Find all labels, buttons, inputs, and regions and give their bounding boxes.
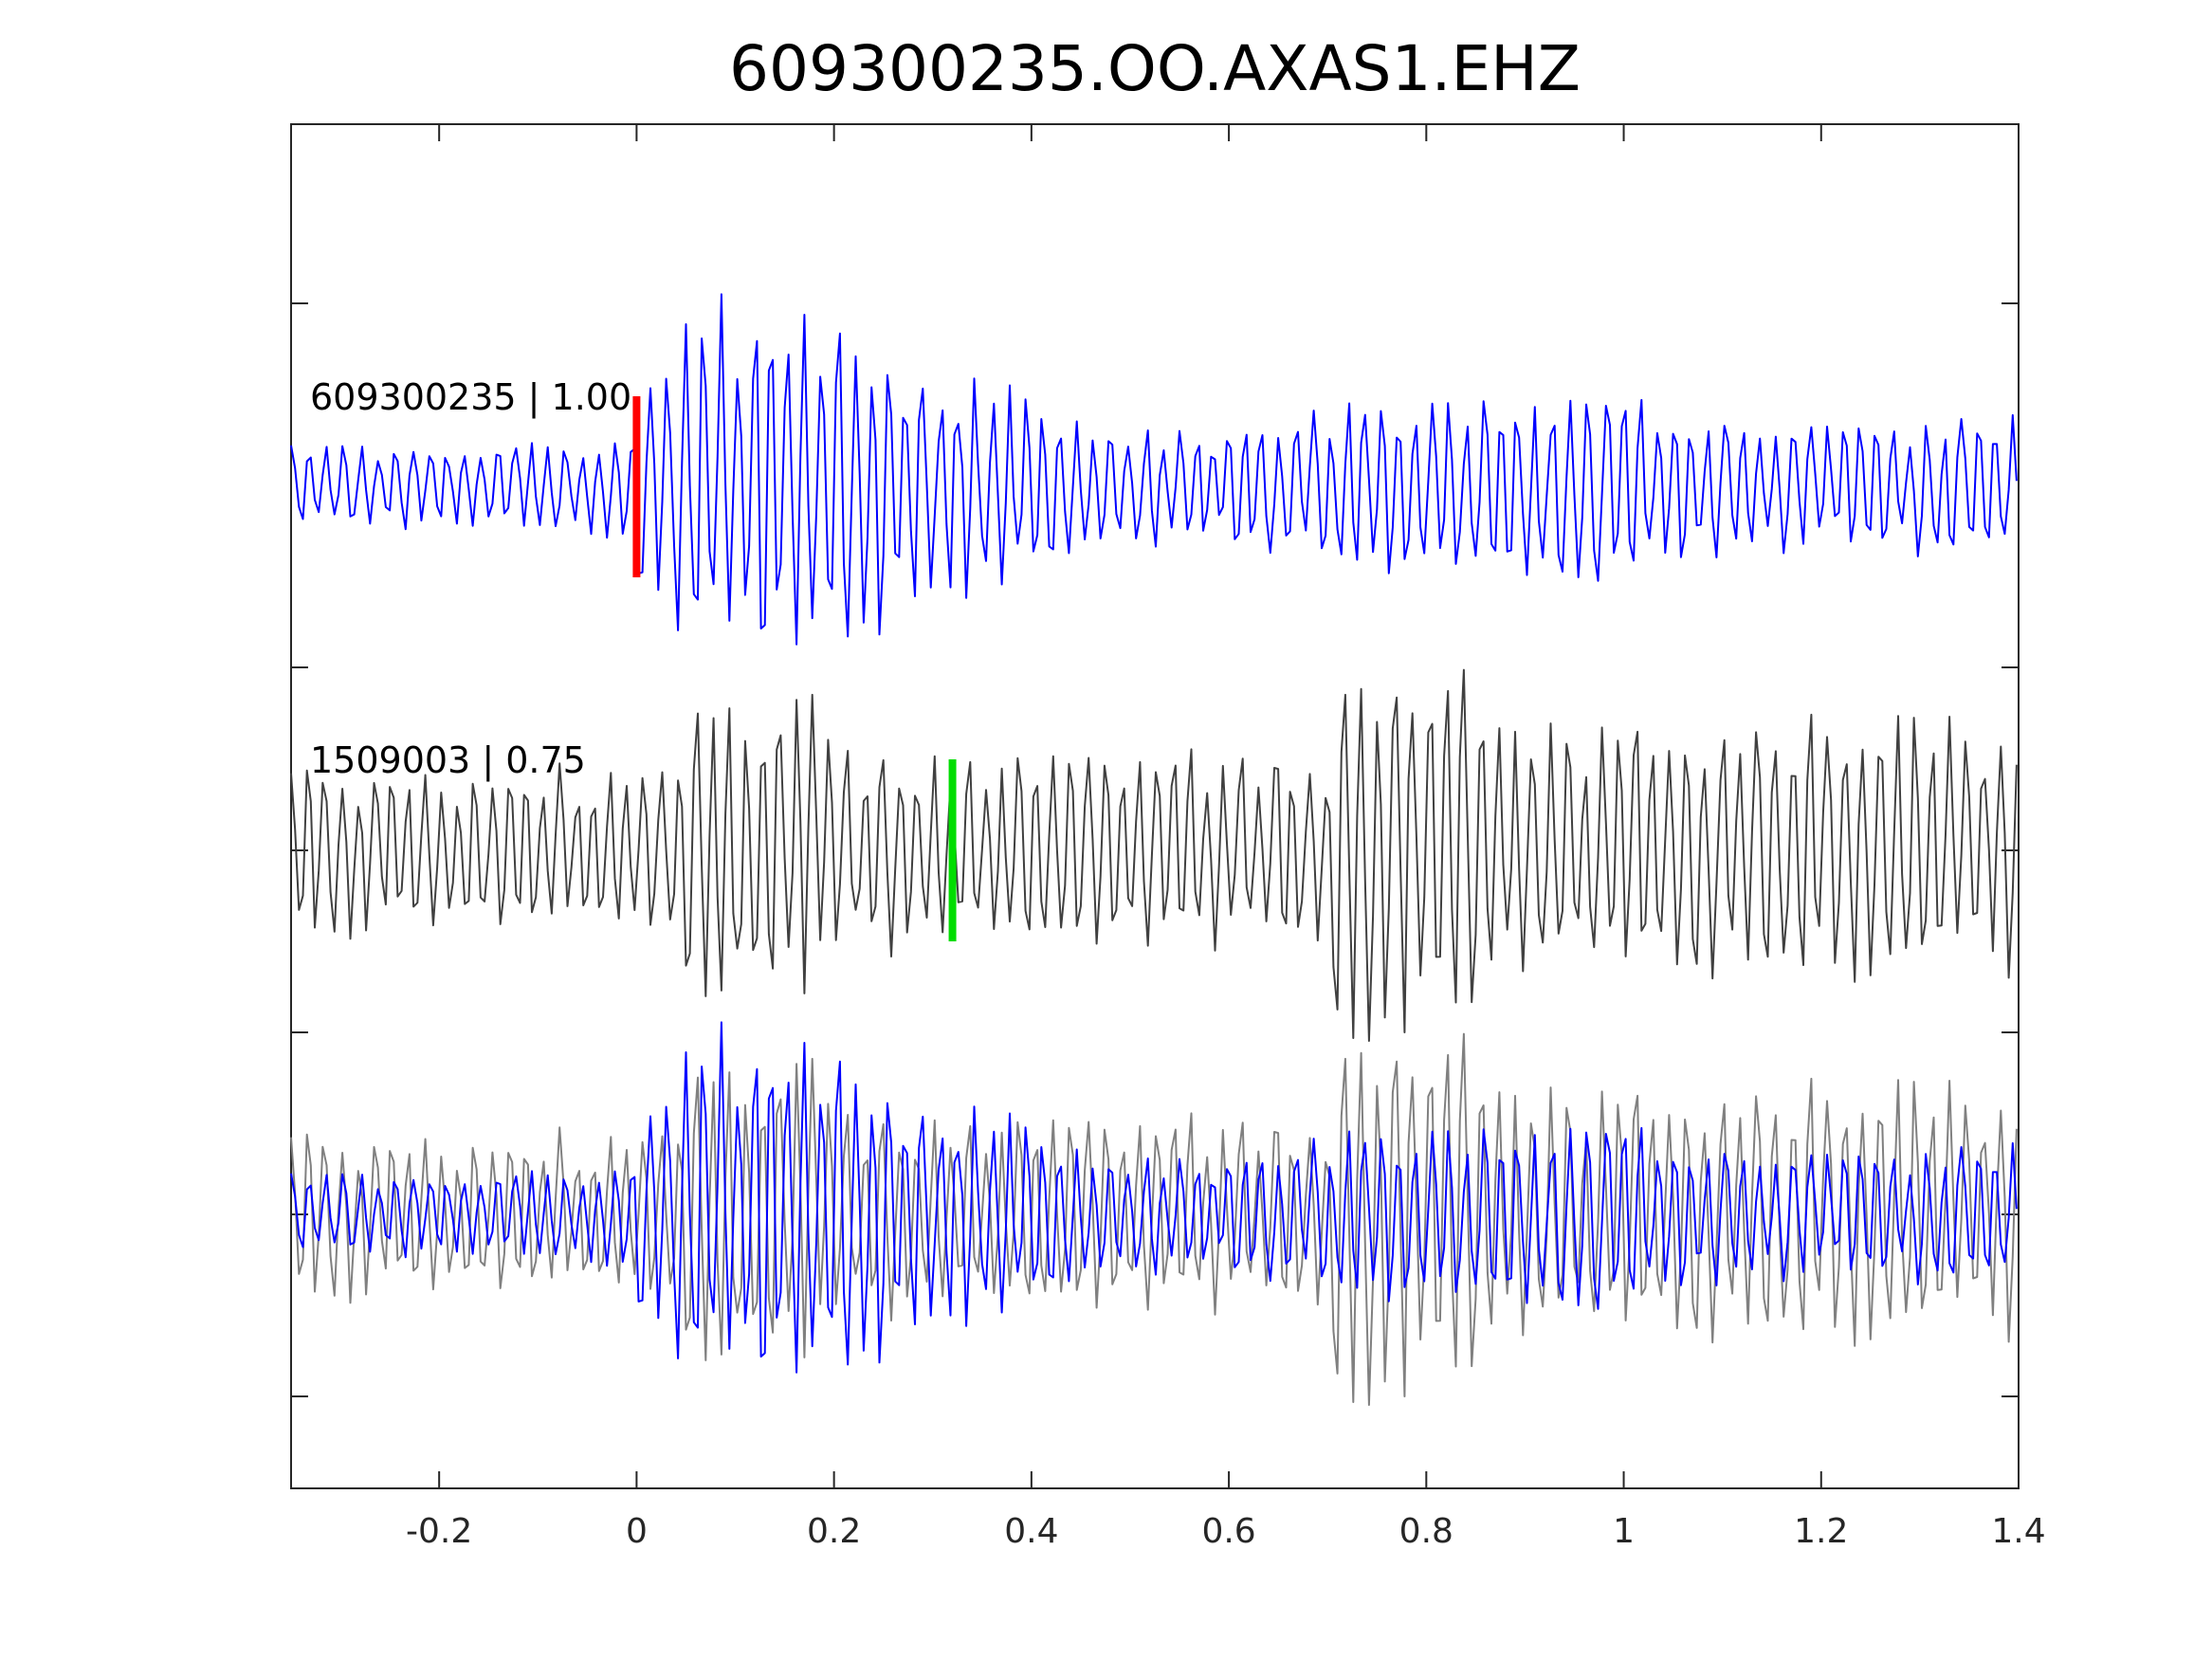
trace-overlay-template <box>290 1032 2018 1406</box>
x-tick-label: 1.2 <box>1794 1512 1848 1551</box>
x-tick-label: 1.4 <box>1991 1512 2045 1551</box>
x-tick-label: 1 <box>1613 1512 1635 1551</box>
trace-overlay-target <box>290 1021 2018 1374</box>
traces-group <box>290 293 2018 1406</box>
trace-template-1509003 <box>290 668 2018 1042</box>
x-tick-label: 0 <box>626 1512 648 1551</box>
trace-label-template: 1509003 | 0.75 <box>310 739 586 782</box>
x-tick-label: 0.4 <box>1004 1512 1058 1551</box>
x-tick-label: 0.2 <box>807 1512 861 1551</box>
trace-label-target: 609300235 | 1.00 <box>310 376 631 419</box>
x-tick-label: 0.8 <box>1399 1512 1453 1551</box>
x-axis-ticks: -0.2 0 0.2 0.4 0.6 0.8 1 1.2 1.4 <box>406 124 2046 1551</box>
plot-frame <box>290 123 2020 1489</box>
chart-title: 609300235.OO.AXAS1.EHZ <box>729 32 1581 105</box>
x-tick-label: -0.2 <box>406 1512 472 1551</box>
pick-markers <box>632 396 957 941</box>
x-tick-label: 0.6 <box>1201 1512 1255 1551</box>
trace-target-609300235 <box>290 293 2018 646</box>
